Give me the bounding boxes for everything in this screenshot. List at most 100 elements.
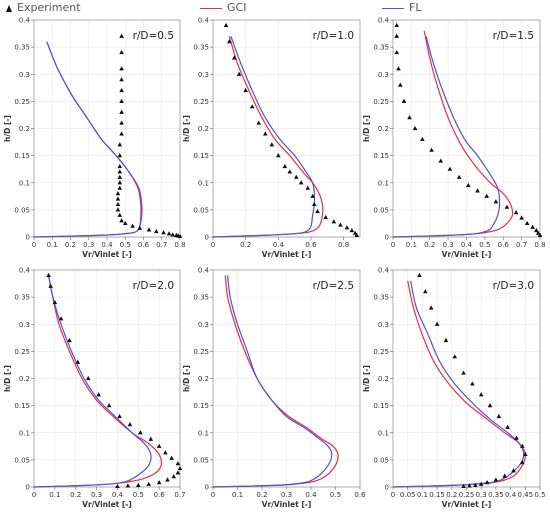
experiment-point — [48, 283, 53, 288]
experiment-point — [115, 196, 121, 201]
legend-item-gci: GCI — [200, 1, 246, 15]
experiment-point — [315, 208, 320, 214]
y-tick-label: 0.2 — [378, 125, 389, 133]
series-fl-line — [33, 275, 152, 488]
experiment-point — [75, 359, 81, 364]
experiment-point — [122, 220, 128, 226]
x-tick-label: 0.1 — [417, 491, 428, 499]
experiment-point — [467, 483, 472, 488]
y-tick-label: 0 — [205, 484, 209, 492]
x-tick-label: 0 — [32, 241, 36, 249]
y-tick-label: 0.4 — [198, 17, 210, 25]
experiment-point — [520, 443, 525, 448]
experiment-point — [276, 153, 281, 158]
x-tick-label: 0.4 — [461, 241, 473, 249]
x-tick-label: 0 — [32, 491, 36, 499]
y-tick-label: 0.15 — [14, 152, 30, 160]
experiment-point — [169, 455, 174, 460]
experiment-point — [262, 131, 268, 136]
experiment-point — [520, 459, 525, 465]
series-fl-line — [212, 275, 333, 488]
experiment-point — [117, 174, 123, 179]
experiment-point — [434, 321, 440, 326]
experiment-point — [231, 55, 237, 60]
experiment-point — [323, 214, 328, 220]
x-tick-label: 0.7 — [174, 491, 185, 499]
x-tick-label: 0 — [211, 241, 215, 249]
experiment-point — [344, 225, 350, 230]
x-tick-label: 0.1 — [406, 241, 417, 249]
experiment-point — [493, 477, 499, 482]
experiment-point — [138, 430, 143, 435]
experiment-point — [130, 223, 135, 228]
x-axis-label: Vr/Vinlet [-] — [442, 500, 492, 509]
panel-2: 0 0.2 0.4 0.6 0.8 0 0.05 0.1 0.15 0.2 0.25 0.3 0.35 0… — [182, 17, 361, 259]
experiment-point — [461, 370, 466, 375]
experiment-point — [438, 158, 444, 163]
experiment-point — [412, 125, 418, 131]
y-tick-label: 0.4 — [378, 267, 390, 275]
x-tick-label: 0.5 — [120, 241, 131, 249]
y-tick-label: 0.35 — [373, 294, 389, 302]
x-tick-label: 0.2 — [446, 491, 457, 499]
x-axis-label: Vr/Vinlet [-] — [442, 250, 492, 259]
experiment-point — [484, 193, 490, 198]
series-experiment — [223, 22, 360, 237]
experiment-point — [52, 299, 58, 305]
y-axis-label: h/D [-] — [362, 365, 371, 392]
experiment-point — [305, 185, 311, 190]
experiment-point — [106, 403, 112, 408]
experiment-point — [96, 392, 101, 397]
y-tick-label: 0.1 — [198, 179, 209, 187]
series-gci-line — [392, 30, 514, 238]
experiment-point — [115, 483, 120, 489]
experiment-point — [394, 49, 399, 55]
experiment-point — [478, 392, 484, 397]
panel-title: r/D=0.5 — [133, 30, 174, 42]
experiment-point — [470, 381, 475, 386]
y-tick-label: 0.05 — [14, 206, 30, 214]
x-tick-label: 0.2 — [70, 491, 81, 499]
series-fl-line — [212, 36, 316, 238]
experiment-point — [511, 468, 516, 473]
y-tick-label: 0.25 — [14, 98, 30, 106]
y-axis-label: h/D [-] — [3, 115, 12, 142]
y-tick-label: 0.35 — [373, 44, 389, 52]
x-tick-label: 0.7 — [516, 241, 527, 249]
experiment-point — [396, 66, 401, 71]
experiment-point — [119, 98, 124, 103]
series-gci-line — [33, 275, 163, 488]
x-tick-label: 0.7 — [156, 241, 167, 249]
y-tick-label: 0.15 — [14, 402, 30, 410]
experiment-point — [67, 337, 72, 343]
experiment-point — [175, 470, 181, 475]
x-axis-label: Vr/Vinlet [-] — [262, 500, 312, 509]
y-tick-label: 0 — [205, 234, 209, 242]
panel-title: r/D=1.0 — [313, 30, 354, 42]
x-tick-label: 0.2 — [424, 241, 435, 249]
legend-label-gci: GCI — [227, 1, 247, 14]
x-tick-label: 0 — [391, 491, 395, 499]
experiment-point — [429, 147, 434, 152]
experiment-point — [156, 443, 162, 448]
legend-item-experiment: Experiment — [6, 1, 81, 15]
experiment-point — [443, 337, 449, 343]
experiment-point — [514, 435, 519, 440]
experiment-point — [119, 109, 124, 114]
y-tick-label: 0.3 — [378, 321, 389, 329]
experiment-point — [236, 71, 242, 76]
y-tick-label: 0.1 — [198, 429, 209, 437]
x-tick-label: 0.6 — [138, 241, 150, 249]
experiment-point — [504, 204, 510, 209]
panel-1: 0 0.1 0.2 0.3 0.4 0.5 0.6 0.7 0.8 0 0.05 0.1 0.15 0.2… — [3, 17, 186, 260]
x-tick-label: 0 — [211, 491, 215, 499]
experiment-point — [243, 87, 248, 93]
experiment-point — [85, 375, 91, 381]
experiment-point — [119, 87, 124, 93]
experiment-point — [456, 174, 462, 179]
y-axis-label: h/D [-] — [362, 115, 371, 142]
y-tick-label: 0.1 — [378, 179, 389, 187]
experiment-point — [146, 481, 152, 486]
x-tick-label: 0.5 — [133, 491, 144, 499]
